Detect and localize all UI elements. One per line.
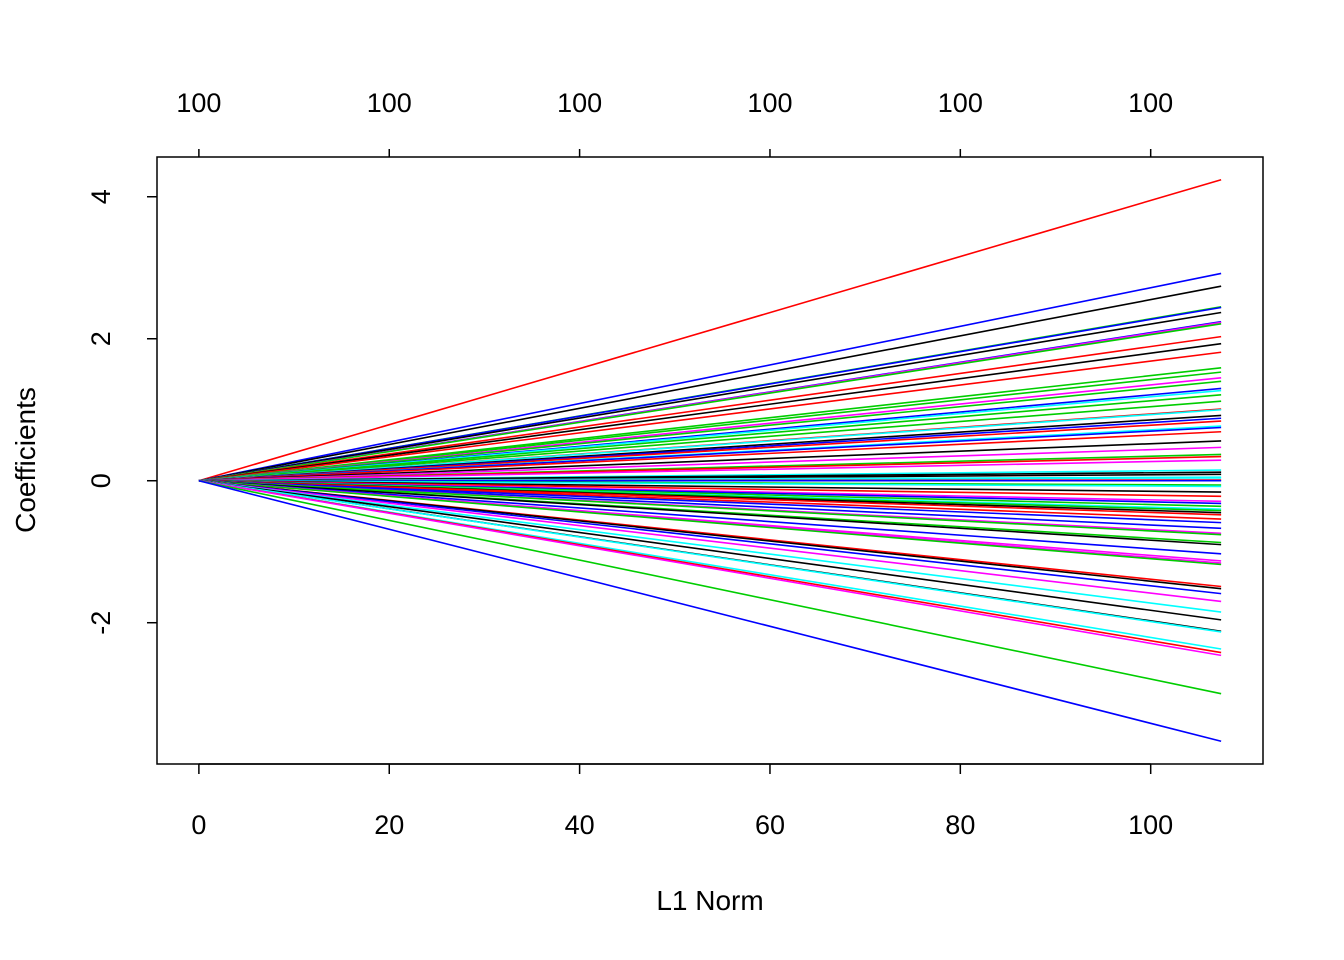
series-line [198, 394, 1222, 482]
series-line [198, 479, 1222, 695]
x-tick-label: 80 [945, 810, 975, 840]
top-tick-label: 100 [557, 88, 602, 118]
x-tick-label: 0 [191, 810, 206, 840]
top-tick-label: 100 [367, 88, 412, 118]
series-line [198, 311, 1222, 482]
y-axis-title: Coefficients [10, 387, 41, 533]
series-line [198, 479, 1222, 613]
y-tick-label: 4 [86, 189, 116, 204]
series-line [198, 479, 1222, 555]
series-line [198, 446, 1222, 482]
series-line [198, 479, 1222, 595]
series-line [198, 479, 1222, 590]
series-line [198, 479, 1222, 524]
y-tick-label: 0 [86, 473, 116, 488]
series-line [198, 335, 1222, 482]
series-line [198, 178, 1222, 482]
series-line [198, 371, 1222, 482]
series-line [198, 479, 1222, 743]
x-axis-title: L1 Norm [656, 885, 763, 916]
series-line [198, 430, 1222, 482]
series-line [198, 479, 1222, 536]
axes: 0 20 40 60 80 100 100 100 100 100 100 100 -2 0 2 4 [86, 88, 1173, 840]
series-line [198, 380, 1222, 482]
series-line [198, 420, 1222, 482]
series-line [198, 479, 1222, 530]
series-line [198, 479, 1222, 566]
top-tick-label: 100 [176, 88, 221, 118]
series-line [198, 479, 1222, 488]
series-lines [198, 178, 1222, 743]
x-tick-label: 40 [565, 810, 595, 840]
series-line [198, 408, 1222, 482]
series-line [198, 479, 1222, 657]
y-tick-label: 2 [86, 331, 116, 346]
series-line [198, 479, 1222, 546]
series-line [198, 323, 1222, 482]
series-line [198, 306, 1222, 482]
series-line [198, 351, 1222, 482]
top-tick-label: 100 [1128, 88, 1173, 118]
series-line [198, 440, 1222, 482]
series-line [198, 479, 1222, 621]
series-line [198, 479, 1222, 633]
series-line [198, 400, 1222, 482]
series-line [198, 342, 1222, 482]
series-line [198, 459, 1222, 482]
x-tick-label: 100 [1128, 810, 1173, 840]
series-line [198, 272, 1222, 482]
series-line [198, 479, 1222, 603]
top-tick-label: 100 [938, 88, 983, 118]
top-tick-label: 100 [747, 88, 792, 118]
x-tick-label: 60 [755, 810, 785, 840]
y-tick-label: -2 [86, 611, 116, 635]
series-line [198, 479, 1222, 498]
x-tick-label: 20 [374, 810, 404, 840]
series-line [198, 285, 1222, 482]
